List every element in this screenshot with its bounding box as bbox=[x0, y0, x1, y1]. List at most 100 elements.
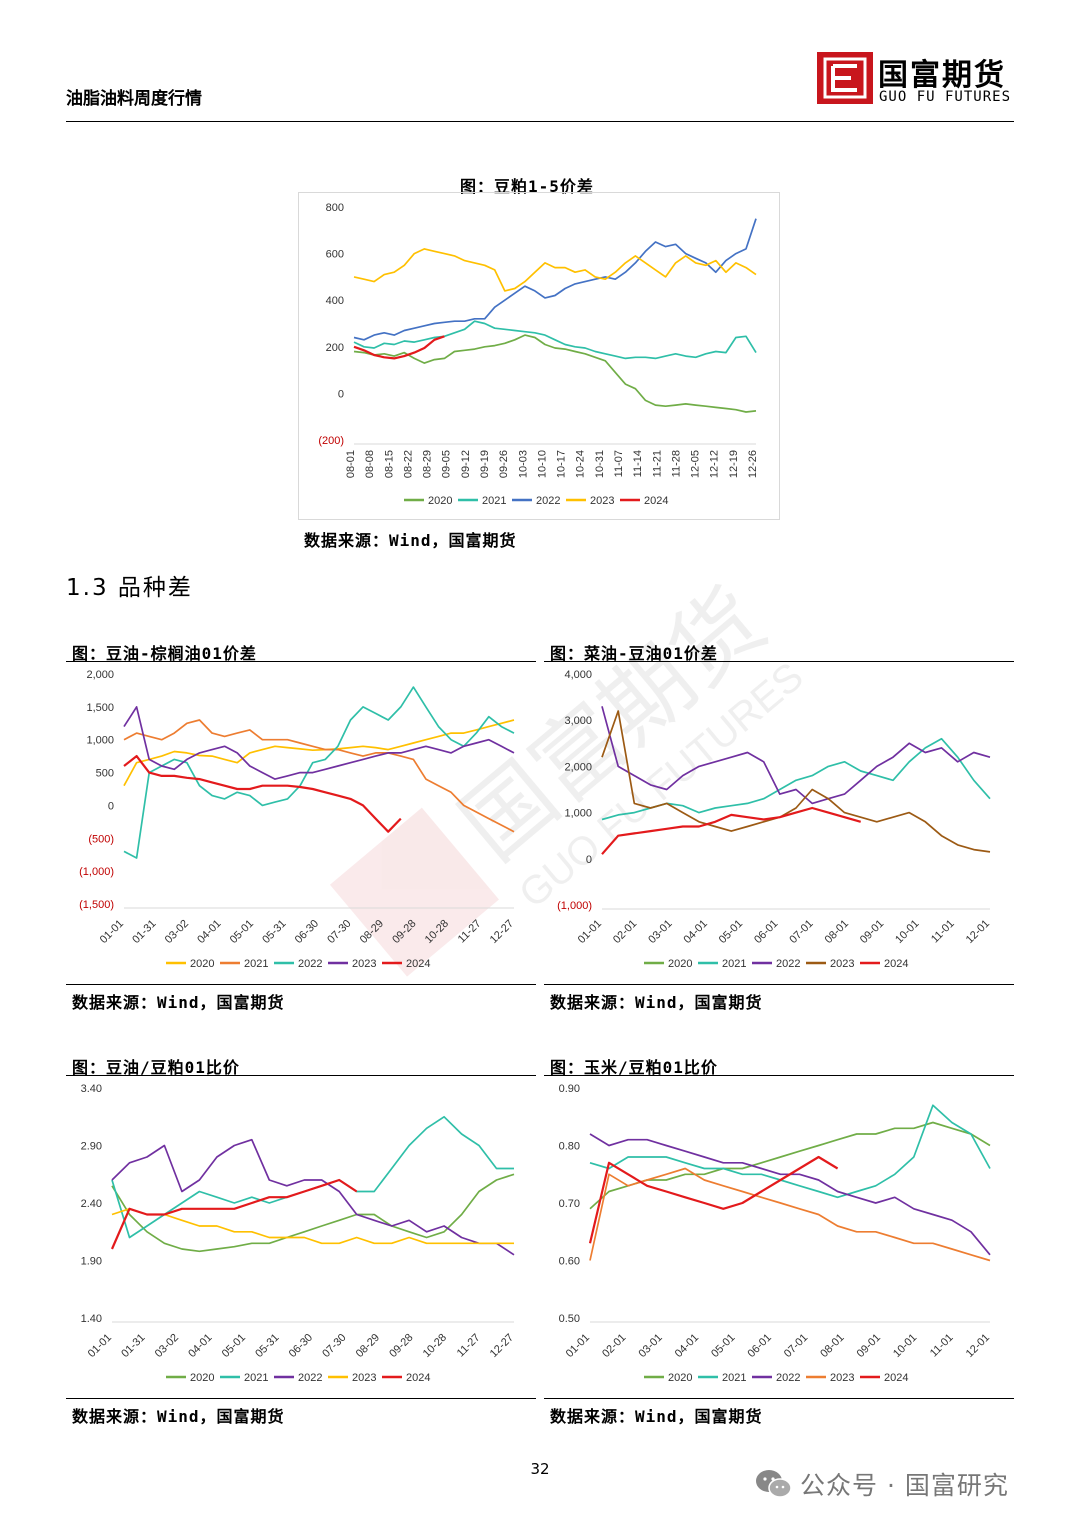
x-tick-label: 09-28 bbox=[390, 918, 418, 946]
y-tick-label: 0 bbox=[338, 388, 344, 400]
y-tick-label: 0.80 bbox=[559, 1141, 580, 1153]
y-tick-label: 500 bbox=[96, 768, 114, 780]
y-tick-label: 0 bbox=[108, 800, 114, 812]
x-tick-label: 04-01 bbox=[682, 918, 710, 946]
x-tick-label: 01-01 bbox=[98, 918, 126, 946]
x-tick-label: 11-28 bbox=[670, 450, 682, 477]
series-line-2024 bbox=[588, 1155, 839, 1244]
y-tick-label: 800 bbox=[326, 202, 344, 214]
y-tick-label: 200 bbox=[326, 342, 344, 354]
x-tick-label: 09-12 bbox=[460, 450, 472, 478]
series-line-2024 bbox=[110, 1178, 358, 1250]
y-tick-label: 600 bbox=[326, 249, 344, 261]
figure-title-corn-meal: 图：玉米/豆粕01比价 bbox=[550, 1058, 718, 1077]
series-line-2022 bbox=[353, 218, 757, 341]
series-line-2023 bbox=[111, 1207, 514, 1245]
series-line-2023 bbox=[123, 706, 515, 780]
series-line-2020 bbox=[589, 1121, 991, 1210]
x-tick-label: 08-29 bbox=[358, 918, 386, 946]
wechat-icon bbox=[756, 1470, 792, 1498]
x-tick-label: 04-01 bbox=[186, 1332, 214, 1360]
figure-title-meal15: 图：豆粕1-5价差 bbox=[460, 177, 594, 196]
figure-source-meal15: 数据来源：Wind，国富期货 bbox=[304, 531, 517, 550]
y-tick-label: 0.70 bbox=[559, 1198, 580, 1210]
x-tick-label: 08-29 bbox=[354, 1332, 382, 1360]
legend-label-2021: 2021 bbox=[722, 958, 746, 970]
x-tick-label: 01-01 bbox=[86, 1332, 114, 1360]
x-tick-label: 12-19 bbox=[728, 450, 740, 478]
legend-label-2021: 2021 bbox=[482, 495, 506, 507]
figure-rule bbox=[66, 984, 536, 985]
y-tick-label: 1.90 bbox=[81, 1256, 102, 1268]
x-tick-label: 12-12 bbox=[709, 450, 721, 478]
figure-source-soyoil-meal: 数据来源：Wind，国富期货 bbox=[72, 1407, 285, 1426]
x-tick-label: 03-02 bbox=[163, 918, 191, 946]
legend-label-2023: 2023 bbox=[352, 1372, 376, 1384]
legend-label-2021: 2021 bbox=[722, 1372, 746, 1384]
x-tick-label: 12-01 bbox=[964, 1332, 992, 1360]
y-tick-label: 0.60 bbox=[559, 1256, 580, 1268]
legend-label-2024: 2024 bbox=[406, 958, 430, 970]
legend-label-2022: 2022 bbox=[776, 958, 800, 970]
x-tick-label: 10-28 bbox=[421, 1332, 449, 1360]
x-tick-label: 05-31 bbox=[260, 918, 288, 946]
x-tick-label: 12-05 bbox=[690, 450, 702, 478]
y-tick-label: 2.90 bbox=[81, 1141, 102, 1153]
x-tick-label: 10-03 bbox=[517, 450, 529, 478]
x-tick-label: 11-27 bbox=[455, 1332, 483, 1360]
figure-rule bbox=[544, 1398, 1014, 1399]
x-tick-label: 09-05 bbox=[441, 450, 453, 478]
x-tick-label: 08-08 bbox=[364, 450, 376, 478]
x-tick-label: 10-01 bbox=[891, 1332, 919, 1360]
x-tick-label: 12-26 bbox=[747, 450, 759, 478]
x-tick-label: 09-28 bbox=[387, 1332, 415, 1360]
x-tick-label: 08-15 bbox=[383, 450, 395, 478]
series-line-2023 bbox=[353, 248, 757, 292]
legend-label-2024: 2024 bbox=[406, 1372, 430, 1384]
logo-text-en: GUO FU FUTURES bbox=[879, 89, 1012, 105]
x-tick-label: 09-26 bbox=[498, 450, 510, 478]
x-tick-label: 05-01 bbox=[220, 1332, 248, 1360]
section-title: 1.3 品种差 bbox=[66, 575, 193, 601]
x-tick-label: 11-01 bbox=[928, 1332, 956, 1360]
legend-label-2023: 2023 bbox=[352, 958, 376, 970]
series-line-2023 bbox=[589, 1167, 991, 1262]
y-tick-label: (1,000) bbox=[557, 900, 592, 912]
legend-label-2022: 2022 bbox=[298, 958, 322, 970]
figure-rule bbox=[66, 1398, 536, 1399]
x-tick-label: 10-01 bbox=[893, 918, 921, 946]
x-tick-label: 01-01 bbox=[576, 918, 604, 946]
figure-rule bbox=[66, 1075, 536, 1076]
series-line-2023 bbox=[601, 710, 991, 853]
x-tick-label: 02-01 bbox=[600, 1332, 628, 1360]
y-tick-label: 1,500 bbox=[86, 702, 114, 714]
series-line-2020 bbox=[353, 334, 757, 413]
x-tick-label: 06-01 bbox=[752, 918, 780, 946]
x-tick-label: 05-01 bbox=[228, 918, 256, 946]
legend-label-2024: 2024 bbox=[644, 495, 668, 507]
x-tick-label: 08-01 bbox=[818, 1332, 846, 1360]
figure-rule bbox=[544, 984, 1014, 985]
logo-text-cn: 国富期货 bbox=[878, 58, 1006, 93]
legend-label-2020: 2020 bbox=[190, 1372, 214, 1384]
x-tick-label: 05-01 bbox=[717, 918, 745, 946]
x-tick-label: 09-01 bbox=[855, 1332, 883, 1360]
x-tick-label: 06-30 bbox=[293, 918, 321, 946]
legend-label-2020: 2020 bbox=[190, 958, 214, 970]
series-line-2021 bbox=[589, 1104, 991, 1199]
x-tick-label: 04-01 bbox=[673, 1332, 701, 1360]
y-tick-label: 0.50 bbox=[559, 1313, 580, 1325]
guofu-logo-icon bbox=[817, 52, 873, 104]
x-tick-label: 07-30 bbox=[320, 1332, 348, 1360]
y-tick-label: (1,000) bbox=[79, 866, 114, 878]
chart-soy-palm: 2,000 1,500 1,000 500 0 (500) (1,000) (1,500) 01… bbox=[79, 669, 516, 970]
y-tick-label: (1,500) bbox=[79, 899, 114, 911]
x-tick-label: 12-27 bbox=[488, 1332, 516, 1360]
y-tick-label: 2,000 bbox=[564, 761, 592, 773]
x-tick-label: 02-01 bbox=[611, 918, 639, 946]
x-tick-label: 03-01 bbox=[636, 1332, 664, 1360]
series-line-2021 bbox=[353, 320, 757, 360]
chart-border bbox=[298, 192, 780, 520]
y-tick-label: 0.90 bbox=[559, 1083, 580, 1095]
x-tick-label: 07-01 bbox=[787, 918, 815, 946]
